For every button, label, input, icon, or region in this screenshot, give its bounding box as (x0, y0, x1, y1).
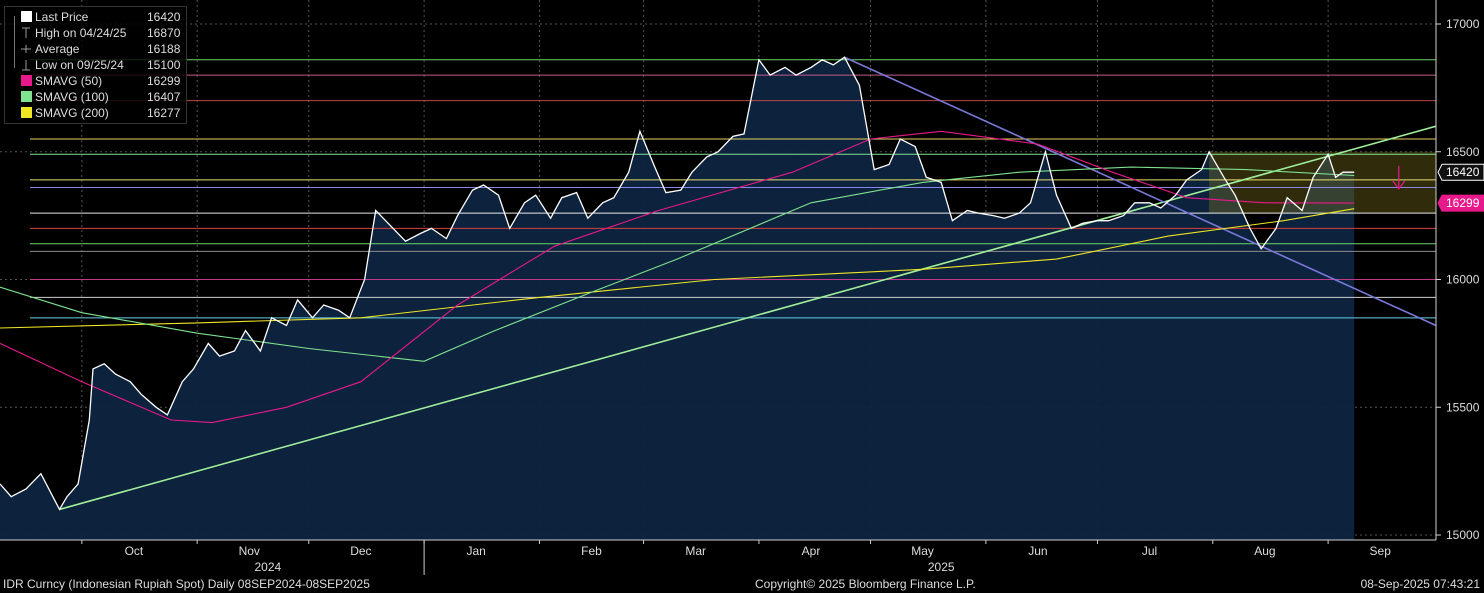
legend-value: 16407 (147, 90, 181, 104)
x-tick-label-2: Dec (350, 544, 371, 558)
legend-label: High on 04/24/25 (35, 26, 127, 40)
last-price-marker-box (1437, 163, 1484, 181)
legend-label: SMAVG (200) (35, 106, 109, 120)
legend-entry-2: Average 16188 (5, 41, 186, 57)
legend-label: SMAVG (100) (35, 90, 109, 104)
trend-line-0 (59, 125, 1437, 511)
year-label-1: 2025 (928, 560, 955, 574)
chart-legend: Last Price 16420 High on 04/24/25 16870 Aver… (4, 6, 187, 124)
legend-value: 16420 (147, 10, 181, 24)
legend-entry-5: SMAVG (100) 16407 (5, 89, 186, 105)
y-tick-label-1: 15500 (1446, 400, 1480, 414)
y-tick-label-4: 17000 (1446, 17, 1480, 31)
legend-square-icon (9, 11, 35, 23)
last-price-marker-label: 16420 (1446, 165, 1480, 179)
y-tick-label-2: 16000 (1446, 273, 1480, 287)
legend-label: Average (35, 42, 80, 56)
legend-tree-connector (14, 16, 15, 68)
footer-ticker: IDR Curncy (Indonesian Rupiah Spot) Dail… (3, 577, 370, 591)
legend-value: 16188 (147, 42, 181, 56)
x-tick-label-6: Apr (802, 544, 821, 558)
legend-label: SMAVG (50) (35, 74, 103, 88)
legend-entry-1: High on 04/24/25 16870 (5, 25, 186, 41)
legend-low-icon (9, 59, 35, 71)
series-line-0 (0, 56, 1355, 511)
x-tick-label-3: Jan (467, 544, 486, 558)
x-tick-label-0: Oct (125, 544, 144, 558)
sma50-marker-label: 16299 (1446, 196, 1480, 210)
y-tick-label-0: 15000 (1446, 528, 1480, 542)
x-tick-label-5: Mar (685, 544, 706, 558)
forecast-box (1209, 151, 1436, 214)
x-tick-label-8: Jun (1028, 544, 1047, 558)
price-area-fill (0, 57, 1355, 540)
x-tick-label-10: Aug (1254, 544, 1275, 558)
x-tick-label-11: Sep (1370, 544, 1392, 558)
series-line-1 (0, 130, 1355, 424)
y-tick-label-3: 16500 (1446, 145, 1480, 159)
sma50-marker-box (1437, 194, 1484, 212)
legend-entry-6: SMAVG (200) 16277 (5, 105, 186, 121)
footer-timestamp: 08-Sep-2025 07:43:21 (1360, 577, 1480, 591)
trend-line-1 (844, 56, 1437, 327)
x-tick-label-7: May (911, 544, 934, 558)
legend-value: 16870 (147, 26, 181, 40)
year-label-0: 2024 (255, 560, 282, 574)
legend-value: 16277 (147, 106, 181, 120)
forecast-arrow-head (1392, 180, 1406, 190)
legend-square-icon (9, 107, 35, 119)
series-line-3 (0, 208, 1355, 329)
legend-value: 16299 (147, 74, 181, 88)
footer-copyright: Copyright© 2025 Bloomberg Finance L.P. (755, 577, 976, 591)
series-line-2 (0, 166, 1355, 362)
legend-square-icon (9, 91, 35, 103)
x-tick-label-1: Nov (239, 544, 260, 558)
x-tick-label-9: Jul (1142, 544, 1157, 558)
legend-value: 15100 (147, 58, 181, 72)
legend-label: Last Price (35, 10, 89, 24)
legend-entry-3: Low on 09/25/24 15100 (5, 57, 186, 73)
legend-label: Low on 09/25/24 (35, 58, 124, 72)
chart-footer: IDR Curncy (Indonesian Rupiah Spot) Dail… (0, 575, 1484, 593)
x-tick-label-4: Feb (581, 544, 602, 558)
legend-high-icon (9, 27, 35, 39)
legend-entry-4: SMAVG (50) 16299 (5, 73, 186, 89)
legend-entry-0: Last Price 16420 (5, 9, 186, 25)
legend-square-icon (9, 75, 35, 87)
legend-avg-icon (9, 43, 35, 55)
